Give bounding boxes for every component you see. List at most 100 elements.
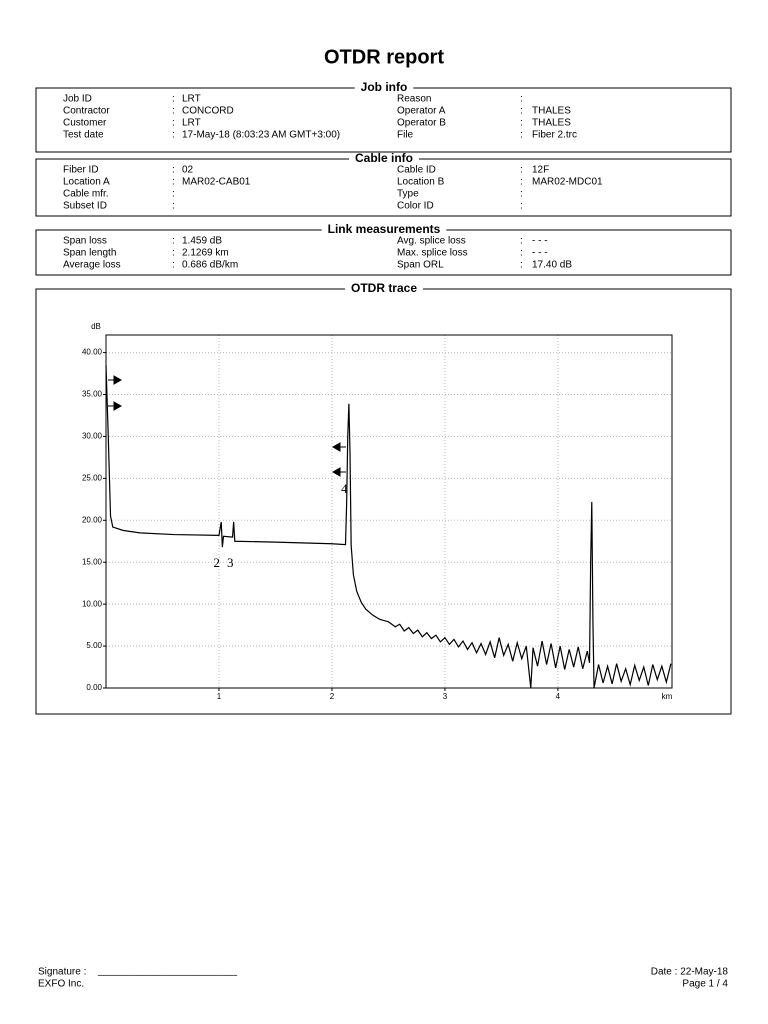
field-separator: :: [520, 106, 523, 117]
otdr-trace: [105, 365, 672, 689]
field-value: 12F: [532, 165, 549, 176]
field-value: 1.459 dB: [182, 236, 222, 247]
field-separator: :: [172, 248, 175, 259]
event-label: 3: [227, 555, 234, 570]
field-value: THALES: [532, 106, 571, 117]
field-label: Cable mfr.: [63, 189, 109, 200]
field-label: Location B: [397, 177, 445, 188]
field-value: THALES: [532, 118, 571, 129]
y-tick-label: 15.00: [82, 557, 103, 566]
field-label: Type: [397, 189, 419, 200]
field-separator: :: [520, 165, 523, 176]
report-title: OTDR report: [324, 46, 444, 68]
event-label: 4: [341, 481, 348, 496]
field-label: Test date: [63, 130, 104, 141]
field-separator: :: [172, 118, 175, 129]
arrow-head: [113, 375, 123, 385]
field-separator: :: [520, 177, 523, 188]
x-tick-label: 1: [217, 692, 222, 701]
y-axis-label: dB: [91, 322, 101, 331]
field-value: 17.40 dB: [532, 260, 572, 271]
field-separator: :: [172, 260, 175, 271]
section-title: OTDR trace: [351, 281, 417, 295]
y-tick-label: 30.00: [82, 432, 103, 441]
field-separator: :: [520, 189, 523, 200]
section-title: Link measurements: [328, 222, 441, 236]
field-value: Fiber 2.trc: [532, 130, 577, 141]
company: EXFO Inc.: [38, 979, 84, 990]
x-tick-label: 3: [443, 692, 448, 701]
field-separator: :: [520, 236, 523, 247]
field-label: Span length: [63, 248, 116, 259]
section-title: Cable info: [355, 151, 413, 165]
field-label: Location A: [63, 177, 110, 188]
title-gap: [348, 154, 420, 164]
page-number: Page 1 / 4: [682, 979, 728, 990]
field-value: 17-May-18 (8:03:23 AM GMT+3:00): [182, 130, 340, 141]
field-separator: :: [520, 94, 523, 105]
field-label: Reason: [397, 94, 431, 105]
x-axis-label: km: [662, 692, 673, 701]
y-tick-label: 40.00: [82, 348, 103, 357]
field-label: Max. splice loss: [397, 248, 468, 259]
arrow-head: [113, 401, 123, 411]
y-tick-label: 10.00: [82, 599, 103, 608]
title-gap: [321, 225, 447, 235]
field-value: - - -: [532, 236, 548, 247]
field-separator: :: [172, 130, 175, 141]
field-label: Contractor: [63, 106, 110, 117]
x-tick-label: 2: [330, 692, 335, 701]
field-separator: :: [520, 248, 523, 259]
field-value: LRT: [182, 118, 201, 129]
arrow-head: [331, 442, 341, 452]
field-separator: :: [520, 260, 523, 271]
field-label: Customer: [63, 118, 107, 129]
field-separator: :: [172, 177, 175, 188]
arrow-head: [331, 467, 341, 477]
field-label: Average loss: [63, 260, 121, 271]
field-label: Span loss: [63, 236, 107, 247]
y-tick-label: 5.00: [86, 641, 102, 650]
y-tick-label: 0.00: [86, 683, 102, 692]
field-separator: :: [520, 201, 523, 212]
field-label: Operator B: [397, 118, 446, 129]
field-value: - - -: [532, 248, 548, 259]
field-label: Color ID: [397, 201, 434, 212]
field-value: LRT: [182, 94, 201, 105]
field-value: 0.686 dB/km: [182, 260, 238, 271]
field-value: 2.1269 km: [182, 248, 229, 259]
date: Date : 22-May-18: [651, 967, 729, 978]
field-label: Span ORL: [397, 260, 444, 271]
field-separator: :: [172, 106, 175, 117]
field-value: 02: [182, 165, 194, 176]
field-label: Fiber ID: [63, 165, 99, 176]
field-separator: :: [172, 165, 175, 176]
signature-line: _________________________: [97, 966, 237, 977]
title-gap: [344, 284, 424, 294]
event-arrows: [108, 375, 346, 477]
field-separator: :: [172, 94, 175, 105]
title-gap: [354, 83, 414, 93]
field-label: Avg. splice loss: [397, 236, 466, 247]
field-separator: :: [520, 130, 523, 141]
field-value: MAR02-MDC01: [532, 177, 603, 188]
field-label: Job ID: [63, 94, 92, 105]
field-separator: :: [520, 118, 523, 129]
field-label: File: [397, 130, 414, 141]
field-label: Cable ID: [397, 165, 436, 176]
section-title: Job info: [361, 80, 408, 94]
y-tick-label: 35.00: [82, 390, 103, 399]
field-separator: :: [172, 236, 175, 247]
field-label: Subset ID: [63, 201, 107, 212]
field-label: Operator A: [397, 106, 446, 117]
field-separator: :: [172, 201, 175, 212]
signature-label: Signature :: [38, 967, 86, 978]
x-tick-label: 4: [556, 692, 561, 701]
field-separator: :: [172, 189, 175, 200]
field-value: CONCORD: [182, 106, 234, 117]
plot-frame: [105, 334, 673, 689]
y-tick-label: 25.00: [82, 473, 103, 482]
event-label: 2: [213, 555, 220, 570]
